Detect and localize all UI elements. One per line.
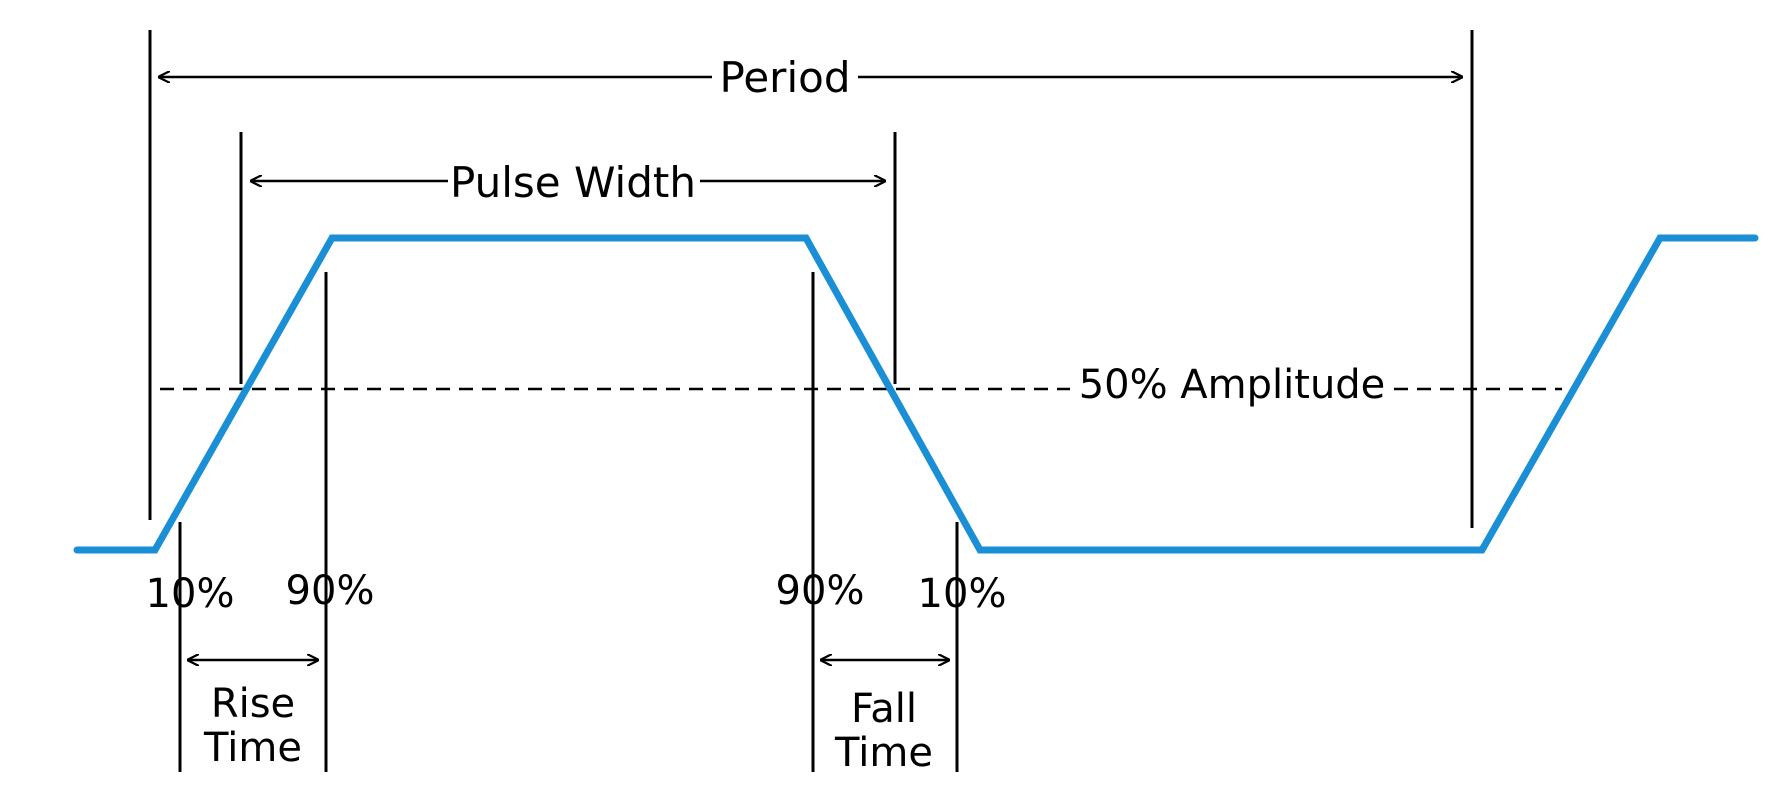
fall-90-label: 90% [776,568,865,614]
amplitude-50-label: 50% Amplitude [1079,362,1386,408]
fall-10-label: 10% [918,571,1007,617]
fall-time-label-line2: Time [834,730,933,776]
period-label: Period [720,53,851,102]
pulse-waveform [73,234,1759,554]
fall-time-label-line1: Fall [851,686,917,732]
rise-10-label: 10% [146,571,235,617]
rise-time-label-line1: Rise [211,681,295,727]
rise-time-label-line2: Time [203,725,302,771]
pulse-width-label: Pulse Width [450,158,696,207]
rise-90-label: 90% [286,568,375,614]
